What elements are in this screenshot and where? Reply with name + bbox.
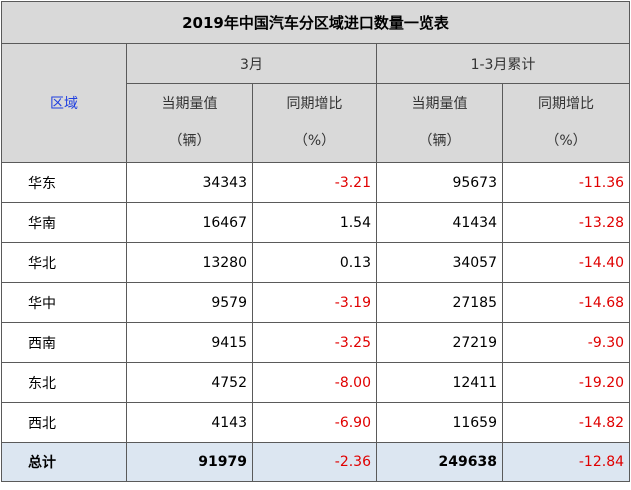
cumulative-volume-cell: 11659 bbox=[376, 402, 503, 443]
table-row: 西南 9415 -3.25 27219 -9.30 bbox=[1, 322, 631, 363]
region-cell: 华东 bbox=[1, 162, 127, 203]
total-cumulative-volume: 249638 bbox=[376, 442, 503, 482]
cumulative-yoy-cell: -13.28 bbox=[501, 202, 631, 243]
march-volume-cell: 9415 bbox=[126, 322, 253, 363]
region-cell: 西北 bbox=[1, 402, 127, 443]
volume-header-label: 当期量值 bbox=[411, 96, 468, 112]
march-yoy-cell: -3.25 bbox=[252, 322, 377, 363]
total-row: 总计 91979 -2.36 249638 -12.84 bbox=[1, 442, 631, 482]
march-yoy-cell: -3.19 bbox=[252, 282, 377, 323]
table-row: 华中 9579 -3.19 27185 -14.68 bbox=[1, 282, 631, 323]
cumulative-volume-header: 当期量值 （辆） bbox=[376, 83, 503, 163]
region-cell: 西南 bbox=[1, 322, 127, 363]
total-march-yoy: -2.36 bbox=[252, 442, 377, 482]
march-yoy-cell: 0.13 bbox=[252, 242, 377, 283]
march-group-header: 3月 bbox=[126, 43, 377, 84]
yoy-header-label: 同期增比 bbox=[538, 96, 594, 112]
region-column-header: 区域 bbox=[1, 43, 127, 163]
march-volume-header: 当期量值 （辆） bbox=[126, 83, 253, 163]
cumulative-volume-cell: 95673 bbox=[376, 162, 503, 203]
table-row: 西北 4143 -6.90 11659 -14.82 bbox=[1, 402, 631, 443]
cumulative-volume-cell: 27219 bbox=[376, 322, 503, 363]
region-cell: 华南 bbox=[1, 202, 127, 243]
table-title: 2019年中国汽车分区域进口数量一览表 bbox=[0, 1, 631, 44]
cumulative-yoy-cell: -11.36 bbox=[501, 162, 631, 203]
march-yoy-cell: -8.00 bbox=[252, 362, 377, 403]
march-volume-cell: 16467 bbox=[126, 202, 253, 243]
yoy-header-unit: （%） bbox=[293, 133, 336, 149]
march-volume-cell: 13280 bbox=[126, 242, 253, 283]
table-row: 东北 4752 -8.00 12411 -19.20 bbox=[1, 362, 631, 403]
cumulative-yoy-cell: -14.40 bbox=[501, 242, 631, 283]
march-volume-cell: 4143 bbox=[126, 402, 253, 443]
cumulative-volume-cell: 34057 bbox=[376, 242, 503, 283]
volume-header-unit: （辆） bbox=[418, 133, 461, 149]
cumulative-group-header: 1-3月累计 bbox=[375, 43, 631, 84]
total-cumulative-yoy: -12.84 bbox=[501, 442, 631, 482]
march-yoy-cell: -3.21 bbox=[252, 162, 377, 203]
cumulative-volume-cell: 41434 bbox=[376, 202, 503, 243]
march-yoy-cell: -6.90 bbox=[252, 402, 377, 443]
march-volume-cell: 9579 bbox=[126, 282, 253, 323]
march-volume-cell: 34343 bbox=[126, 162, 253, 203]
volume-header-label: 当期量值 bbox=[161, 96, 218, 112]
table-row: 华南 16467 1.54 41434 -13.28 bbox=[1, 202, 631, 243]
march-volume-cell: 4752 bbox=[126, 362, 253, 403]
cumulative-volume-cell: 12411 bbox=[376, 362, 503, 403]
region-cell: 东北 bbox=[1, 362, 127, 403]
cumulative-yoy-cell: -14.68 bbox=[501, 282, 631, 323]
march-yoy-header: 同期增比 （%） bbox=[252, 83, 377, 163]
region-cell: 华北 bbox=[1, 242, 127, 283]
total-label: 总计 bbox=[1, 442, 127, 482]
cumulative-yoy-cell: -14.82 bbox=[501, 402, 631, 443]
cumulative-yoy-header: 同期增比 （%） bbox=[501, 83, 631, 163]
march-yoy-cell: 1.54 bbox=[252, 202, 377, 243]
cumulative-volume-cell: 27185 bbox=[376, 282, 503, 323]
table-row: 华东 34343 -3.21 95673 -11.36 bbox=[1, 162, 631, 203]
region-cell: 华中 bbox=[1, 282, 127, 323]
total-march-volume: 91979 bbox=[126, 442, 253, 482]
cumulative-yoy-cell: -19.20 bbox=[501, 362, 631, 403]
table-row: 华北 13280 0.13 34057 -14.40 bbox=[1, 242, 631, 283]
cumulative-yoy-cell: -9.30 bbox=[501, 322, 631, 363]
volume-header-unit: （辆） bbox=[168, 133, 211, 149]
yoy-header-label: 同期增比 bbox=[286, 96, 343, 112]
yoy-header-unit: （%） bbox=[545, 133, 587, 149]
